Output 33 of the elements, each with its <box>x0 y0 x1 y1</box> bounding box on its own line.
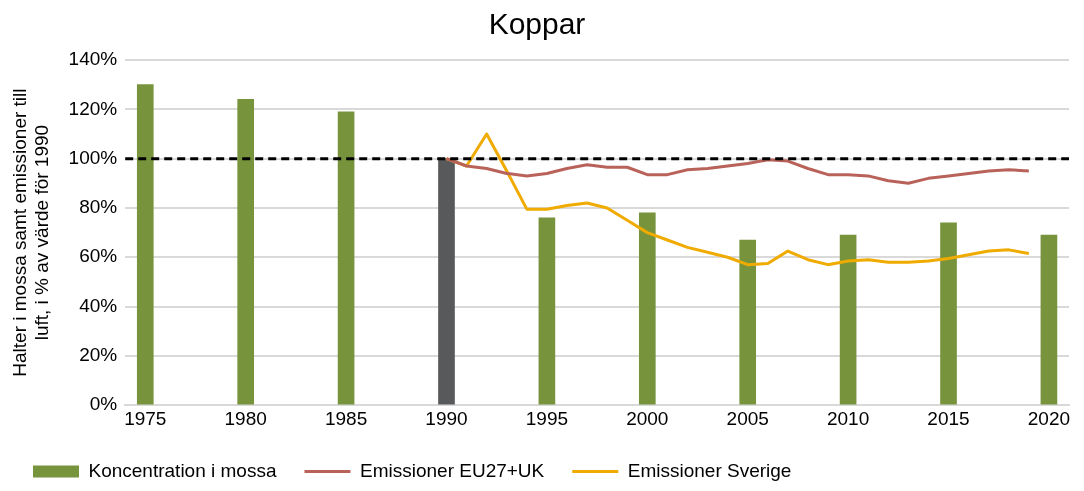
x-tick-label: 1985 <box>324 407 368 429</box>
y-tick-label: 100% <box>68 146 118 168</box>
legend-label: Emissioner Sverige <box>627 459 792 481</box>
bar <box>237 99 255 405</box>
x-tick-label: 2020 <box>1027 407 1071 429</box>
y-tick-label: 20% <box>79 344 118 366</box>
y-axis-title: Halter i mossa samt emissioner till luft, i % av värde för 1990 <box>8 88 53 377</box>
bar <box>940 222 957 405</box>
chart-title: Koppar <box>488 7 586 41</box>
y-tick-label: 40% <box>79 294 118 316</box>
y-tick-label: 0% <box>89 393 118 415</box>
bar <box>438 158 455 405</box>
x-tick-label: 1975 <box>124 407 167 429</box>
bar <box>638 212 656 405</box>
x-tick-label: 1990 <box>425 407 468 429</box>
x-tick-label: 2015 <box>927 407 970 429</box>
bar <box>739 239 757 405</box>
y-tick-label: 80% <box>79 196 118 218</box>
y-tick-label: 140% <box>68 48 118 70</box>
x-tick-label: 2000 <box>626 407 669 429</box>
bar <box>839 234 857 405</box>
x-tick-label: 1995 <box>525 407 569 429</box>
bar <box>1040 234 1058 405</box>
x-tick-label: 2005 <box>726 407 769 429</box>
bar <box>337 111 355 405</box>
y-tick-label: 60% <box>79 245 118 267</box>
bar <box>136 84 154 405</box>
legend-label: Koncentration i mossa <box>88 459 277 481</box>
x-tick-label: 1980 <box>224 407 267 429</box>
legend-label: Emissioner EU27+UK <box>359 459 545 481</box>
bar <box>538 217 556 405</box>
y-tick-label: 120% <box>68 97 118 119</box>
x-tick-label: 2010 <box>826 407 870 429</box>
